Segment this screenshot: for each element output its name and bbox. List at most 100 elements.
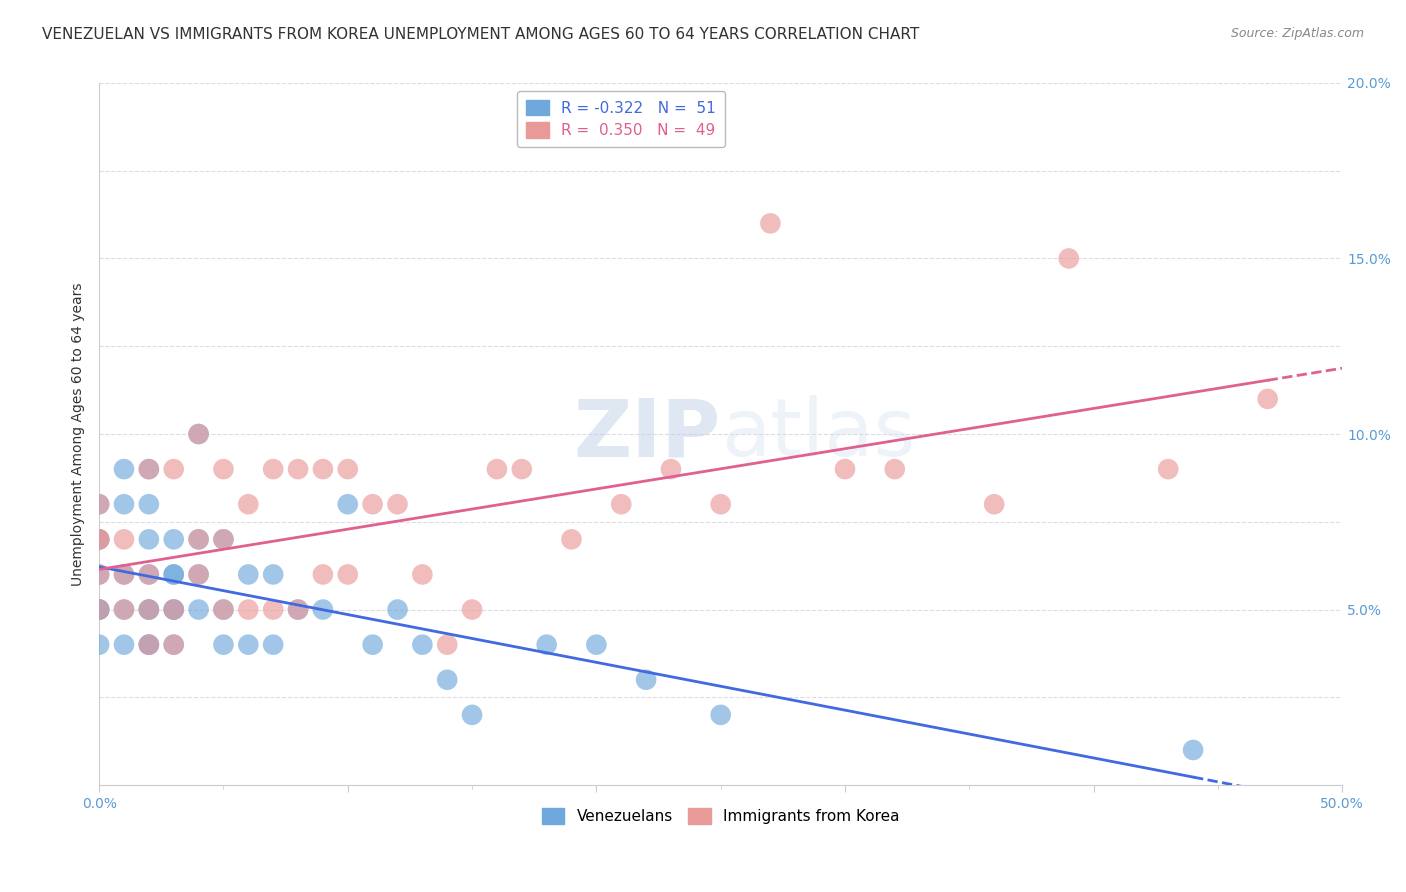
- Point: [138, 462, 160, 476]
- Point: [163, 602, 186, 616]
- Point: [163, 567, 186, 582]
- Y-axis label: Unemployment Among Ages 60 to 64 years: Unemployment Among Ages 60 to 64 years: [72, 282, 86, 586]
- Point: [461, 707, 484, 722]
- Point: [411, 567, 433, 582]
- Point: [312, 567, 335, 582]
- Point: [636, 673, 658, 687]
- Point: [138, 567, 160, 582]
- Point: [212, 533, 235, 547]
- Point: [411, 638, 433, 652]
- Point: [112, 533, 135, 547]
- Point: [287, 462, 309, 476]
- Point: [436, 673, 458, 687]
- Point: [163, 638, 186, 652]
- Point: [138, 602, 160, 616]
- Point: [659, 462, 682, 476]
- Point: [89, 533, 111, 547]
- Point: [163, 462, 186, 476]
- Point: [238, 497, 260, 511]
- Point: [138, 638, 160, 652]
- Point: [187, 533, 209, 547]
- Point: [163, 638, 186, 652]
- Point: [89, 533, 111, 547]
- Point: [138, 497, 160, 511]
- Point: [212, 638, 235, 652]
- Point: [212, 602, 235, 616]
- Point: [585, 638, 607, 652]
- Point: [187, 567, 209, 582]
- Point: [1257, 392, 1279, 406]
- Point: [212, 462, 235, 476]
- Point: [163, 567, 186, 582]
- Point: [112, 602, 135, 616]
- Point: [89, 567, 111, 582]
- Text: VENEZUELAN VS IMMIGRANTS FROM KOREA UNEMPLOYMENT AMONG AGES 60 TO 64 YEARS CORRE: VENEZUELAN VS IMMIGRANTS FROM KOREA UNEM…: [42, 27, 920, 42]
- Point: [89, 497, 111, 511]
- Point: [138, 638, 160, 652]
- Point: [262, 567, 284, 582]
- Point: [461, 602, 484, 616]
- Point: [238, 638, 260, 652]
- Point: [336, 567, 359, 582]
- Point: [759, 216, 782, 230]
- Point: [112, 497, 135, 511]
- Point: [89, 567, 111, 582]
- Point: [89, 533, 111, 547]
- Point: [361, 638, 384, 652]
- Point: [138, 567, 160, 582]
- Point: [883, 462, 905, 476]
- Point: [138, 602, 160, 616]
- Point: [312, 462, 335, 476]
- Point: [187, 533, 209, 547]
- Point: [336, 462, 359, 476]
- Point: [89, 638, 111, 652]
- Point: [336, 497, 359, 511]
- Text: atlas: atlas: [721, 395, 915, 473]
- Point: [89, 533, 111, 547]
- Point: [187, 602, 209, 616]
- Point: [163, 533, 186, 547]
- Point: [163, 602, 186, 616]
- Point: [89, 602, 111, 616]
- Point: [163, 602, 186, 616]
- Point: [436, 638, 458, 652]
- Point: [138, 462, 160, 476]
- Point: [710, 707, 733, 722]
- Point: [834, 462, 856, 476]
- Point: [610, 497, 633, 511]
- Point: [361, 497, 384, 511]
- Point: [510, 462, 533, 476]
- Point: [387, 497, 409, 511]
- Point: [238, 602, 260, 616]
- Point: [485, 462, 508, 476]
- Point: [112, 567, 135, 582]
- Point: [238, 567, 260, 582]
- Point: [262, 462, 284, 476]
- Point: [560, 533, 582, 547]
- Text: Source: ZipAtlas.com: Source: ZipAtlas.com: [1230, 27, 1364, 40]
- Point: [262, 602, 284, 616]
- Point: [387, 602, 409, 616]
- Point: [89, 602, 111, 616]
- Point: [287, 602, 309, 616]
- Point: [1157, 462, 1180, 476]
- Point: [312, 602, 335, 616]
- Point: [89, 602, 111, 616]
- Point: [187, 427, 209, 442]
- Point: [212, 602, 235, 616]
- Point: [262, 638, 284, 652]
- Point: [112, 567, 135, 582]
- Point: [1182, 743, 1205, 757]
- Point: [710, 497, 733, 511]
- Point: [138, 602, 160, 616]
- Point: [138, 638, 160, 652]
- Point: [536, 638, 558, 652]
- Point: [112, 638, 135, 652]
- Point: [187, 567, 209, 582]
- Legend: Venezuelans, Immigrants from Korea: Venezuelans, Immigrants from Korea: [533, 799, 910, 834]
- Text: ZIP: ZIP: [574, 395, 721, 473]
- Point: [112, 602, 135, 616]
- Point: [138, 533, 160, 547]
- Point: [89, 602, 111, 616]
- Point: [187, 427, 209, 442]
